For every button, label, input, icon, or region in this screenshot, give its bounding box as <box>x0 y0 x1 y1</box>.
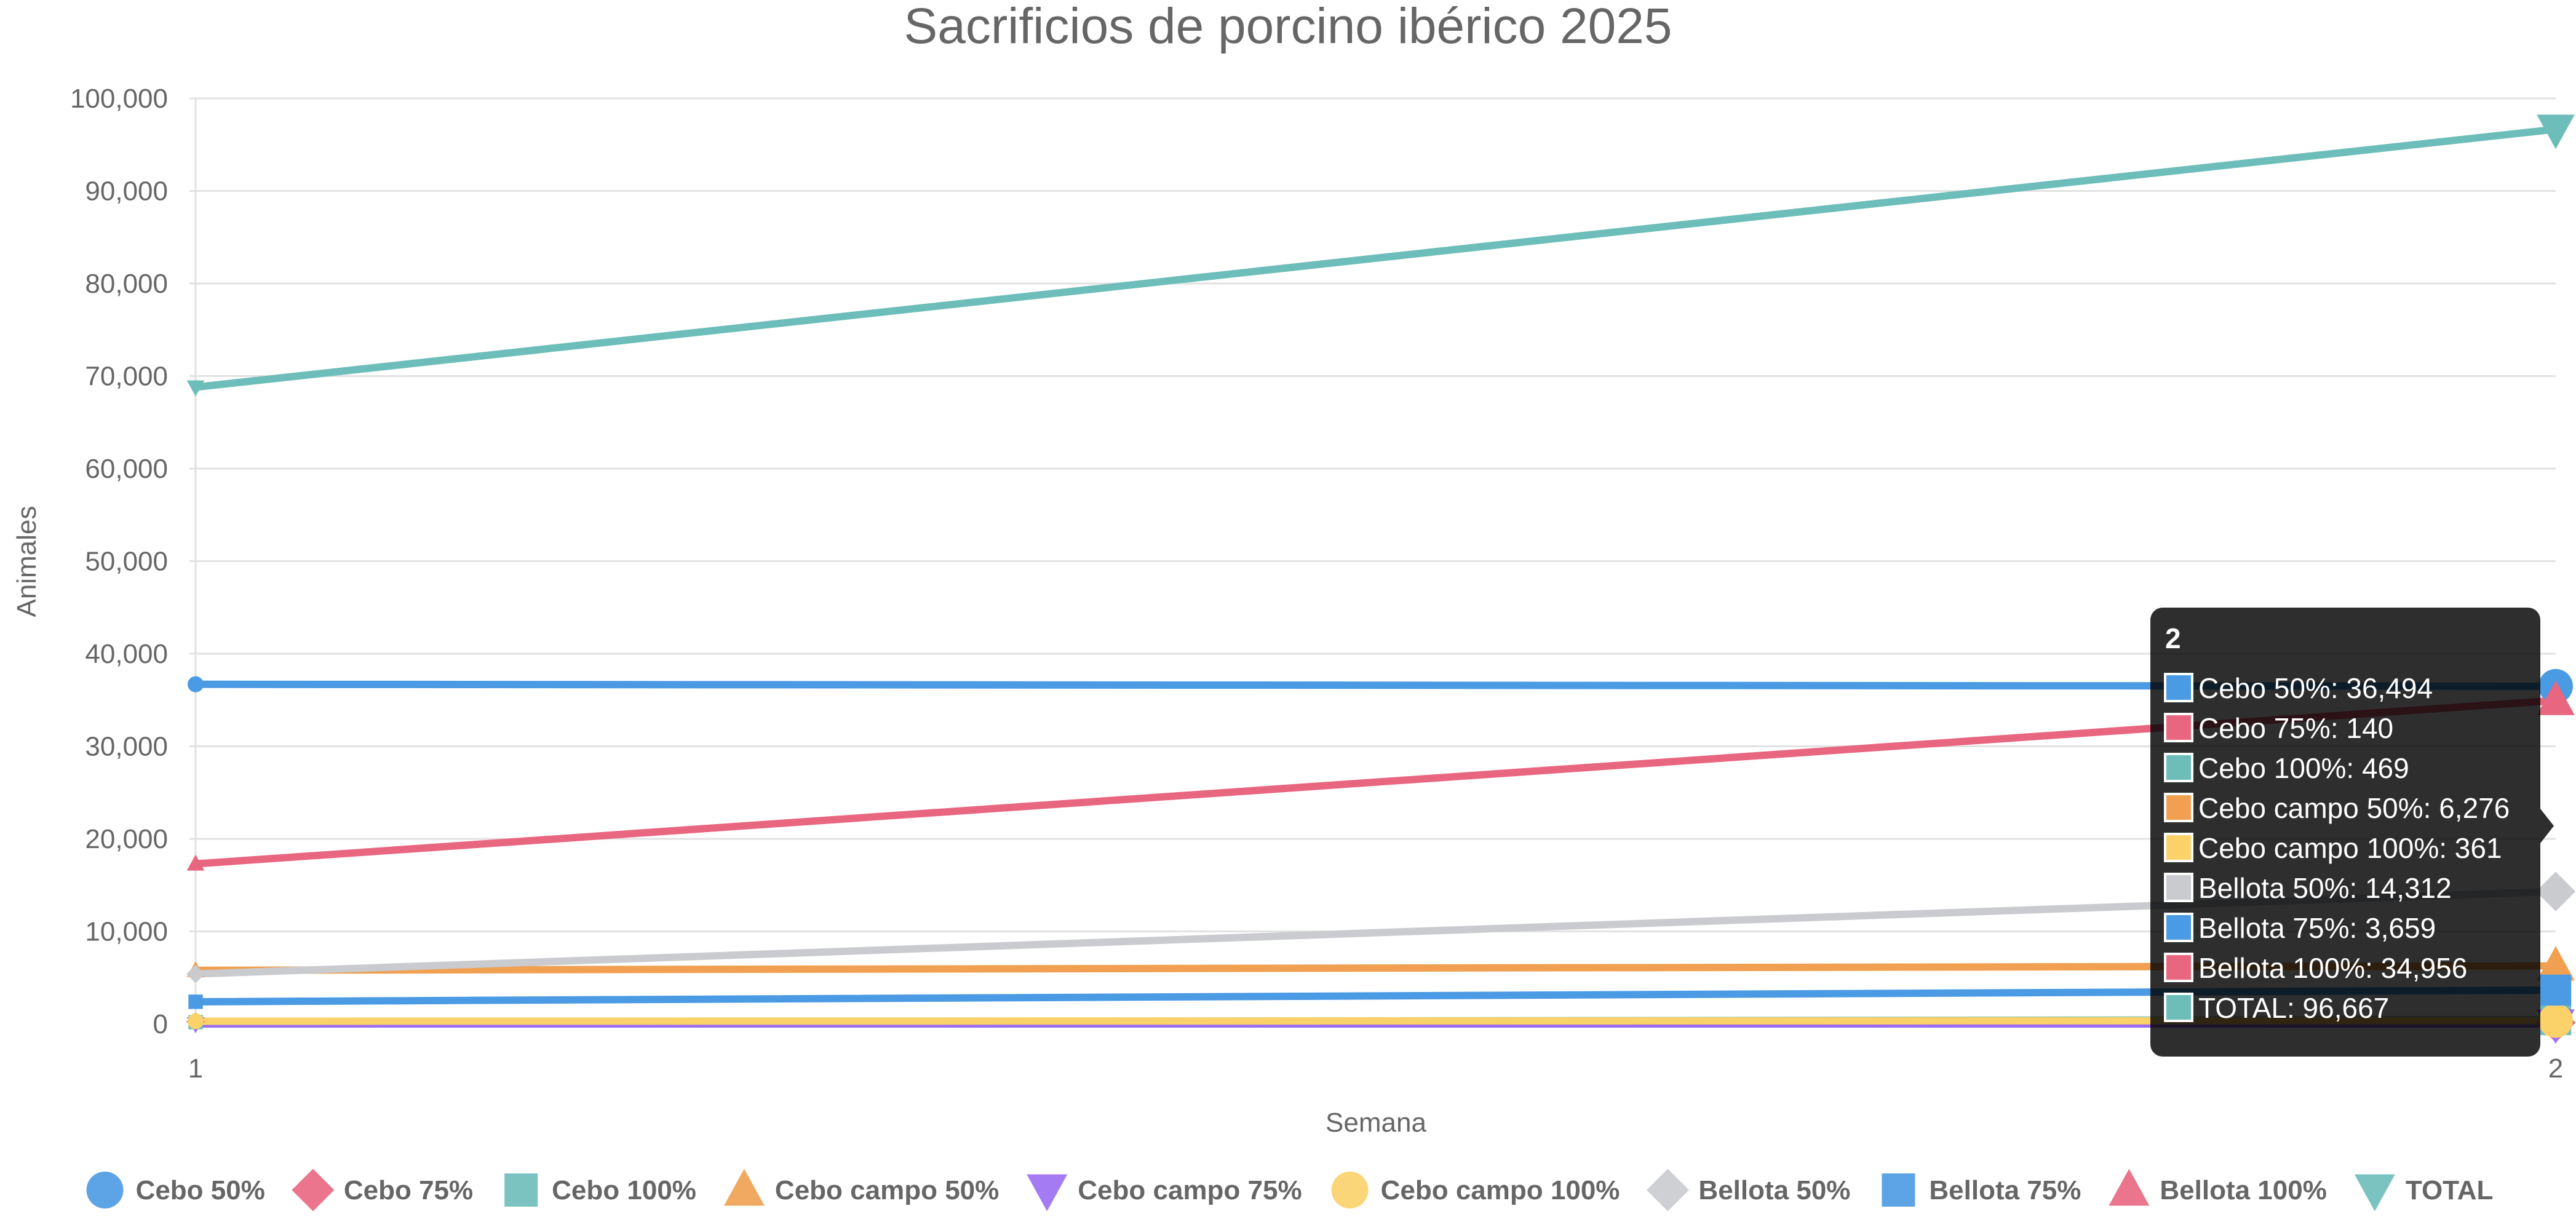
chart-title: Sacrificios de porcino ibérico 2025 <box>904 0 1672 54</box>
data-point-cebo-50[interactable] <box>188 676 204 692</box>
y-tick-label: 60,000 <box>85 454 168 484</box>
tooltip-swatch <box>2164 673 2193 702</box>
legend-label: Cebo campo 75% <box>1078 1175 1302 1205</box>
legend-marker-icon[interactable] <box>2109 1168 2150 1206</box>
tooltip-swatch <box>2164 913 2193 942</box>
tooltip-item: Cebo 100%: 469 <box>2198 752 2409 784</box>
legend-item-bellota-75[interactable]: Bellota 75% <box>1882 1173 2081 1207</box>
data-point-total[interactable] <box>186 380 205 397</box>
y-tick-label: 20,000 <box>85 824 168 854</box>
y-tick-label: 70,000 <box>85 362 168 392</box>
legend-item-bellota-100[interactable]: Bellota 100% <box>2109 1168 2327 1206</box>
tooltip-item: Bellota 100%: 34,956 <box>2198 952 2467 984</box>
legend-label: Cebo campo 100% <box>1381 1175 1620 1205</box>
tooltip: 2 Cebo 50%: 36,494 Cebo 75%: 140 Cebo 100%:… <box>2150 608 2554 1057</box>
tooltip-item: TOTAL: 96,667 <box>2198 992 2389 1024</box>
legend-item-total[interactable]: TOTAL <box>2354 1174 2494 1212</box>
y-tick-label: 30,000 <box>85 732 168 762</box>
legend-label: TOTAL <box>2406 1175 2494 1205</box>
tooltip-swatch <box>2164 833 2193 862</box>
data-point-bellota-50[interactable] <box>186 964 205 983</box>
tooltip-swatch <box>2164 753 2193 782</box>
legend-label: Bellota 50% <box>1698 1175 1850 1205</box>
legend: Cebo 50% Cebo 75% Cebo 100% Cebo campo 50% C… <box>86 1168 2494 1212</box>
data-point-cebo-campo-100[interactable] <box>2538 1003 2573 1038</box>
legend-item-cebo-100[interactable]: Cebo 100% <box>504 1173 696 1207</box>
tooltip-box <box>2150 608 2540 1057</box>
tooltip-swatch <box>2164 873 2193 902</box>
data-point-cebo-campo-50[interactable] <box>2537 946 2575 981</box>
legend-marker-icon[interactable] <box>292 1168 335 1212</box>
y-tick-label: 10,000 <box>85 917 168 947</box>
legend-marker-icon[interactable] <box>1027 1174 1068 1212</box>
legend-label: Cebo campo 50% <box>775 1175 999 1205</box>
data-point-bellota-75[interactable] <box>2540 974 2572 1006</box>
legend-marker-icon[interactable] <box>1882 1173 1915 1207</box>
legend-item-cebo-campo-75[interactable]: Cebo campo 75% <box>1027 1174 1302 1212</box>
legend-marker-icon[interactable] <box>504 1173 538 1207</box>
legend-item-bellota-50[interactable]: Bellota 50% <box>1646 1168 1850 1212</box>
legend-label: Cebo 50% <box>136 1175 265 1205</box>
tooltip-item: Cebo 50%: 36,494 <box>2198 672 2433 704</box>
tooltip-swatch <box>2164 793 2193 822</box>
legend-item-cebo-75[interactable]: Cebo 75% <box>292 1168 473 1212</box>
data-point-bellota-100[interactable] <box>2537 680 2575 715</box>
tooltip-swatch <box>2164 993 2193 1022</box>
y-tick-label: 90,000 <box>85 177 168 207</box>
x-axis-label: Semana <box>1326 1108 1426 1138</box>
legend-marker-icon[interactable] <box>2354 1174 2395 1212</box>
y-tick-label: 80,000 <box>85 269 168 299</box>
tooltip-item: Cebo 75%: 140 <box>2198 712 2393 744</box>
data-point-total[interactable] <box>2537 114 2575 149</box>
y-tick-label: 0 <box>153 1009 168 1039</box>
legend-item-cebo-50[interactable]: Cebo 50% <box>86 1172 265 1208</box>
x-tick-label: 1 <box>188 1053 203 1084</box>
data-point-bellota-100[interactable] <box>186 854 205 871</box>
legend-item-cebo-campo-50[interactable]: Cebo campo 50% <box>723 1168 999 1206</box>
data-point-bellota-75[interactable] <box>188 994 203 1009</box>
legend-marker-icon[interactable] <box>1331 1172 1369 1208</box>
tooltip-swatch <box>2164 713 2193 742</box>
tooltip-swatch <box>2164 953 2193 982</box>
series-line-total <box>192 125 2559 391</box>
tooltip-item: Bellota 50%: 14,312 <box>2198 872 2452 904</box>
legend-marker-icon[interactable] <box>723 1168 765 1206</box>
legend-label: Bellota 75% <box>1929 1175 2081 1205</box>
tooltip-item: Cebo campo 50%: 6,276 <box>2198 792 2510 824</box>
legend-label: Cebo 100% <box>552 1175 696 1205</box>
legend-item-cebo-campo-100[interactable]: Cebo campo 100% <box>1331 1172 1620 1208</box>
legend-marker-icon[interactable] <box>1646 1168 1689 1212</box>
tooltip-title: 2 <box>2165 622 2181 654</box>
legend-label: Cebo 75% <box>344 1175 473 1205</box>
y-axis-label: Animales <box>12 506 42 617</box>
y-tick-label: 100,000 <box>70 84 168 114</box>
y-tick-label: 50,000 <box>85 547 168 577</box>
legend-label: Bellota 100% <box>2160 1175 2326 1205</box>
tooltip-caret <box>2540 809 2554 843</box>
y-tick-label: 40,000 <box>85 639 168 669</box>
tooltip-item: Bellota 75%: 3,659 <box>2198 912 2436 944</box>
legend-marker-icon[interactable] <box>86 1172 124 1208</box>
data-point-bellota-50[interactable] <box>2535 871 2576 911</box>
tooltip-item: Cebo campo 100%: 361 <box>2198 832 2502 864</box>
x-tick-label: 2 <box>2548 1053 2563 1084</box>
data-point-cebo-campo-100[interactable] <box>188 1013 204 1030</box>
